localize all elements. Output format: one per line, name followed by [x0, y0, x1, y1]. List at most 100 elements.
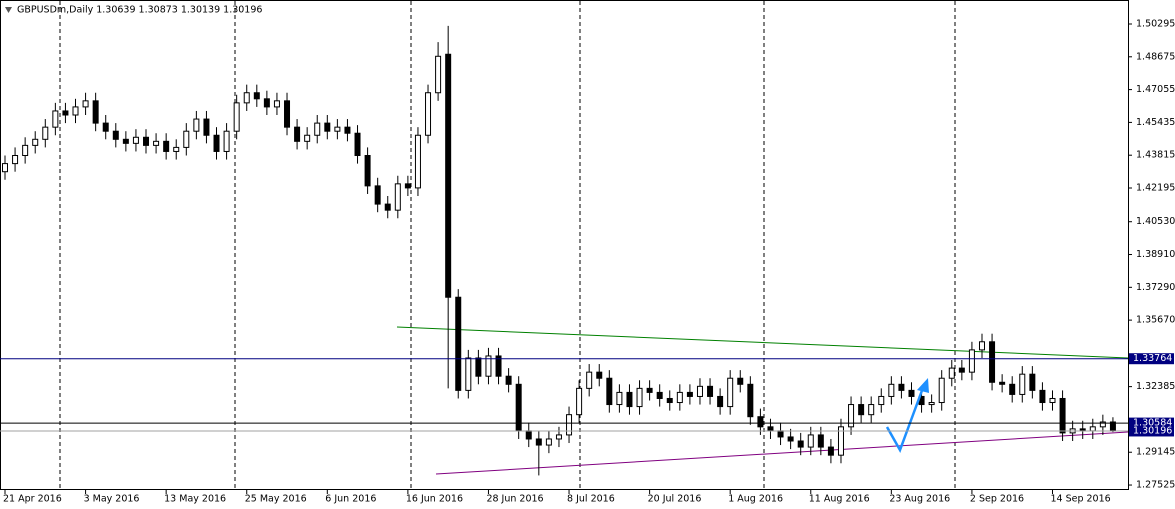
candle-body — [555, 434, 562, 440]
x-tick-label: 1 Aug 2016 — [728, 494, 783, 505]
candle-body — [1009, 383, 1016, 395]
candle-body — [717, 395, 724, 408]
candle-body — [102, 122, 109, 132]
candle-body — [475, 357, 482, 377]
x-tick-label: 13 May 2016 — [164, 494, 226, 505]
candle-body — [646, 387, 653, 393]
candle-body — [32, 138, 39, 146]
candle-body — [636, 387, 643, 408]
candle-body — [989, 341, 996, 383]
candle-body — [404, 183, 411, 189]
candle-body — [364, 155, 371, 187]
x-tick-label: 3 May 2016 — [84, 494, 140, 505]
candle-body — [203, 118, 210, 136]
candle-body — [586, 371, 593, 389]
candle-body — [978, 341, 985, 351]
y-tick-label: 1.27525 — [1136, 480, 1175, 491]
candle-body — [878, 395, 885, 406]
candle-body — [52, 110, 59, 128]
candle-body — [747, 383, 754, 418]
candle-body — [1099, 421, 1106, 428]
candle-body — [465, 357, 472, 391]
y-tick-label: 1.35670 — [1136, 315, 1175, 326]
x-tick-label: 21 Apr 2016 — [3, 494, 62, 505]
y-tick-label: 1.37290 — [1136, 282, 1175, 293]
candle-body — [143, 136, 150, 146]
candle-body — [122, 138, 129, 144]
candle-body — [1039, 389, 1046, 404]
candle-body — [1029, 373, 1036, 391]
candles — [2, 25, 1116, 476]
x-tick-label: 14 Sep 2016 — [1050, 494, 1110, 505]
price-marker-label: 1.33764 — [1133, 353, 1172, 364]
x-tick-label: 28 Jun 2016 — [486, 494, 543, 505]
candle-body — [676, 391, 683, 404]
plot-frame — [0, 0, 1129, 490]
y-tick-label: 1.40530 — [1136, 216, 1175, 227]
candle-body — [848, 404, 855, 428]
candle-body — [374, 185, 381, 205]
price-marker-label: 1.30196 — [1133, 425, 1172, 436]
candle-body — [455, 296, 462, 391]
y-tick-label: 1.45435 — [1136, 117, 1175, 128]
x-tick-label: 8 Jul 2016 — [567, 494, 615, 505]
candle-body — [525, 430, 532, 440]
trend-line — [435, 431, 1129, 475]
symbol-icon — [5, 7, 12, 13]
candle-body — [273, 100, 280, 108]
candle-body — [304, 134, 311, 142]
candle-body — [777, 430, 784, 438]
candle-body — [696, 385, 703, 397]
y-tick-label: 1.48675 — [1136, 51, 1175, 62]
y-tick-label: 1.38910 — [1136, 249, 1175, 260]
candle-body — [797, 440, 804, 448]
candle-body — [1019, 373, 1026, 395]
y-tick-label: 1.47055 — [1136, 84, 1175, 95]
candle-body — [727, 377, 734, 408]
y-tick-label: 1.43815 — [1136, 150, 1175, 161]
candle-body — [112, 130, 119, 140]
candle-body — [213, 134, 220, 152]
candle-body — [888, 383, 895, 397]
candle-body — [1089, 426, 1096, 432]
candle-body — [42, 126, 49, 140]
x-tick-label: 20 Jul 2016 — [648, 494, 702, 505]
candle-body — [263, 98, 270, 108]
candle-body — [666, 397, 673, 404]
candle-body — [858, 404, 865, 416]
candle-body — [787, 436, 794, 442]
price-marker-label: 1.30584 — [1133, 418, 1172, 429]
price-marker — [1129, 353, 1174, 365]
candle-body — [173, 146, 180, 152]
candle-body — [576, 387, 583, 416]
candle-body — [334, 126, 341, 132]
chart-title: GBPUSDm,Daily 1.30639 1.30873 1.30139 1.… — [17, 5, 262, 16]
candle-body — [223, 130, 230, 152]
candle-body — [837, 426, 844, 456]
candle-body — [354, 132, 361, 157]
price-marker — [1129, 425, 1174, 437]
candle-body — [22, 144, 29, 157]
candle-body — [908, 389, 915, 397]
arrow-head — [917, 378, 929, 393]
candle-body — [163, 140, 170, 152]
candle-body — [294, 126, 301, 142]
candle-body — [928, 402, 935, 406]
x-tick-label: 16 Jun 2016 — [406, 494, 463, 505]
candle-body — [767, 426, 774, 432]
candle-body — [243, 92, 250, 104]
candle-body — [626, 391, 633, 408]
candle-body — [2, 163, 8, 173]
candle-body — [435, 55, 442, 94]
candle-body — [1049, 397, 1056, 404]
candle-body — [485, 355, 492, 377]
candle-body — [253, 92, 260, 100]
candle-body — [938, 377, 945, 404]
trend-line — [396, 326, 1129, 359]
x-tick-label: 25 May 2016 — [245, 494, 307, 505]
candle-body — [344, 126, 351, 134]
candle-body — [183, 130, 190, 148]
candle-body — [314, 122, 321, 136]
candle-body — [515, 383, 522, 432]
